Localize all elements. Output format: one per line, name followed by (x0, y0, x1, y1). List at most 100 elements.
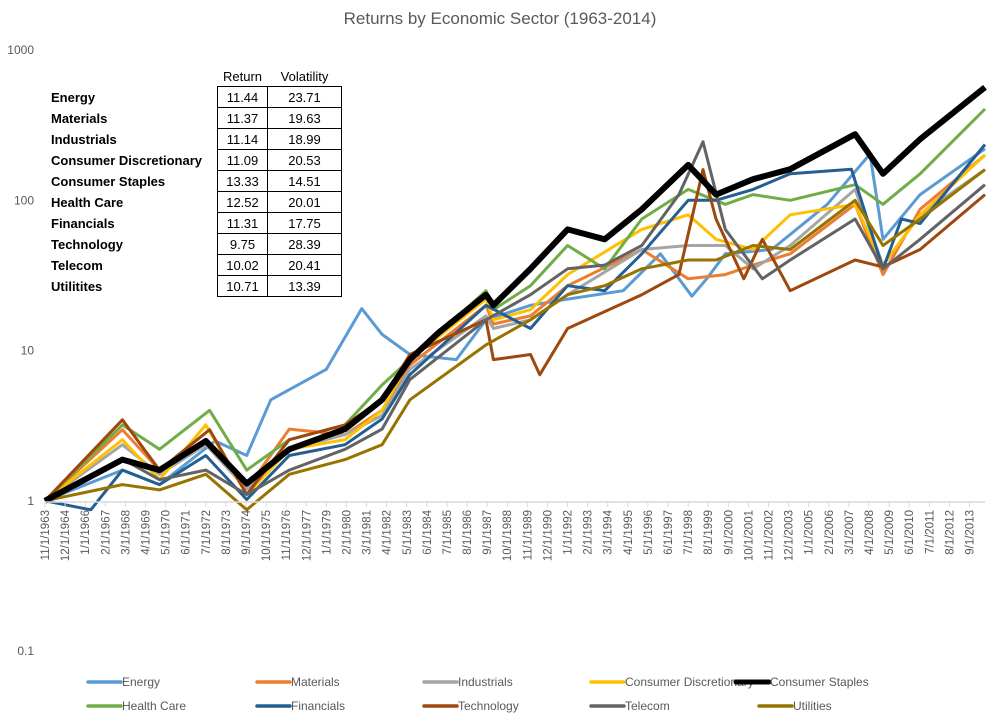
sector-name: Materials (51, 110, 108, 126)
sector-name: Consumer Discretionary (51, 152, 202, 168)
legend-item-telecom: Telecom (589, 699, 670, 713)
legend-label: Health Care (122, 699, 186, 713)
x-tick-label: 5/1/2009 (884, 510, 896, 555)
x-tick-label: 3/1/1994 (603, 509, 615, 554)
x-tick-label: 6/1/1997 (663, 510, 675, 555)
chart-title: Returns by Economic Sector (1963-2014) (344, 9, 657, 28)
x-tick-label: 6/1/1984 (422, 509, 434, 554)
series-lines (43, 84, 987, 512)
x-tick-label: 2/1/1967 (100, 510, 112, 555)
x-tick-label: 1/1/1966 (80, 510, 92, 555)
x-tick-label: 4/1/2008 (864, 510, 876, 555)
table-row: Financials 11.31 17.75 (46, 212, 342, 234)
y-tick-label: 1 (27, 494, 34, 508)
x-tick-label: 9/1/1974 (241, 509, 253, 554)
x-tick-label: 7/1/2011 (924, 510, 936, 554)
x-tick-label: 1/1/2005 (804, 510, 816, 555)
legend-label: Financials (291, 699, 345, 713)
volatility-value: 17.75 (267, 212, 342, 234)
series-line-industrials (44, 168, 986, 503)
header-volatility: Volatility (280, 68, 329, 84)
return-value: 12.52 (217, 191, 268, 213)
return-value: 10.71 (217, 275, 268, 297)
table-row: Telecom 10.02 20.41 (46, 254, 342, 276)
y-tick-label: 0.1 (17, 644, 34, 658)
x-tick-label: 8/1/1973 (221, 510, 233, 555)
sector-name: Energy (51, 89, 96, 105)
x-tick-label: 4/1/1969 (140, 510, 152, 555)
x-tick-label: 8/1/2012 (944, 510, 956, 555)
x-tick-label: 9/1/2000 (723, 510, 735, 555)
x-tick-label: 11/1/2002 (764, 510, 776, 560)
series-line-consumer-staples (43, 84, 987, 504)
x-tick-label: 12/1/2003 (784, 510, 796, 561)
x-tick-label: 3/1/1968 (120, 510, 132, 555)
legend-item-technology: Technology (422, 699, 519, 713)
volatility-value: 28.39 (267, 233, 342, 255)
x-tick-label: 2/1/1980 (341, 510, 353, 555)
x-tick-label: 10/1/1975 (261, 510, 273, 561)
x-tick-label: 9/1/2013 (964, 510, 976, 555)
volatility-value: 20.01 (267, 191, 342, 213)
table-row: Materials 11.37 19.63 (46, 107, 342, 129)
return-value: 13.33 (217, 170, 268, 192)
sector-name: Health Care (51, 194, 124, 210)
table-row: Consumer Staples 13.33 14.51 (46, 170, 342, 192)
x-tick-label: 2/1/1993 (583, 510, 595, 555)
x-tick-label: 4/1/1995 (623, 510, 635, 555)
legend-item-financials: Financials (255, 699, 345, 713)
legend-item-consumer-discretionary: Consumer Discretionary (589, 675, 754, 689)
legend-item-consumer-staples: Consumer Staples (733, 675, 869, 689)
sector-name: Technology (51, 236, 123, 252)
legend-item-energy: Energy (86, 675, 160, 689)
legend-label: Telecom (625, 699, 670, 713)
return-value: 11.14 (217, 128, 268, 150)
sector-name: Telecom (51, 257, 103, 273)
legend-item-utilities: Utilities (757, 699, 832, 713)
sector-name: Utilitites (51, 278, 103, 294)
legend: Energy Materials Industrials Consumer Discr… (86, 675, 869, 713)
x-tick-label: 6/1/1971 (181, 510, 193, 555)
volatility-value: 13.39 (267, 275, 342, 297)
table-row: Health Care 12.52 20.01 (46, 191, 342, 213)
return-value: 9.75 (217, 233, 268, 255)
x-tick-label: 6/1/2010 (904, 510, 916, 555)
x-tick-label: 9/1/1987 (482, 510, 494, 555)
x-tick-label: 12/1/1977 (301, 510, 313, 561)
series-line-health-care (43, 107, 987, 502)
volatility-value: 20.41 (267, 254, 342, 276)
legend-label: Industrials (458, 675, 513, 689)
return-value: 11.31 (217, 212, 268, 234)
x-tick-label: 4/1/1982 (382, 510, 394, 555)
legend-item-materials: Materials (255, 675, 340, 689)
table-row: Energy 11.44 23.71 (46, 86, 342, 108)
x-tick-label: 11/1/1963 (40, 510, 52, 560)
x-tick-label: 5/1/1983 (402, 510, 414, 555)
stats-table: Return Volatility Energy 11.44 23.71 Materi… (46, 68, 342, 297)
volatility-value: 20.53 (267, 149, 342, 171)
return-value: 11.09 (217, 149, 268, 171)
series-line-energy (44, 147, 986, 503)
table-row: Industrials 11.14 18.99 (46, 128, 342, 150)
table-row: Consumer Discretionary 11.09 20.53 (46, 149, 342, 171)
x-tick-label: 8/1/1999 (703, 510, 715, 555)
y-tick-label: 100 (14, 193, 34, 207)
legend-label: Utilities (793, 699, 832, 713)
legend-label: Technology (458, 699, 519, 713)
x-tick-label: 5/1/1996 (643, 510, 655, 555)
x-tick-label: 11/1/1976 (281, 510, 293, 560)
header-return: Return (222, 68, 263, 84)
table-row: Technology 9.75 28.39 (46, 233, 342, 255)
legend-label: Energy (122, 675, 160, 689)
y-tick-label: 10 (21, 344, 35, 358)
volatility-value: 18.99 (267, 128, 342, 150)
sector-name: Financials (51, 215, 115, 231)
x-tick-label: 5/1/1970 (161, 510, 173, 555)
y-axis: 1000 100 10 1 0.1 (7, 43, 34, 658)
x-tick-label: 8/1/1986 (462, 510, 474, 555)
sector-name: Consumer Staples (51, 173, 166, 189)
legend-label: Materials (291, 675, 340, 689)
series-line-telecom (44, 140, 986, 503)
x-axis: 11/1/1963 12/1/1964 1/1/1966 2/1/1967 3/1/19… (40, 501, 985, 561)
